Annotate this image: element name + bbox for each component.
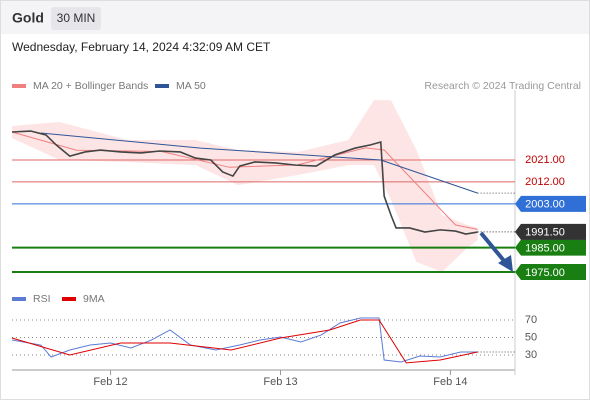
last-price-tag [515, 223, 586, 240]
bollinger-band [12, 100, 478, 272]
rsi-tick-label: 70 [525, 314, 537, 326]
legend-label: MA 20 + Bollinger Bands [33, 80, 148, 92]
level-tag [515, 263, 586, 280]
rsi-tick-label: 30 [525, 349, 537, 361]
timeframe-box[interactable] [51, 7, 101, 30]
timeframe[interactable]: 30 MIN [57, 11, 96, 25]
title: Gold [12, 10, 44, 26]
ma-line [40, 132, 478, 194]
last-price-label: 1991.50 [525, 227, 565, 239]
arrow [479, 231, 507, 264]
x-tick-label: Feb 13 [263, 376, 297, 388]
legend-swatch [62, 297, 76, 301]
x-tick-label: Feb 14 [433, 376, 467, 388]
x-tick-label: Feb 12 [93, 376, 127, 388]
legend-label: 9MA [83, 293, 105, 305]
level-tag [515, 239, 586, 256]
legend-swatch [155, 84, 169, 88]
price-line [11, 130, 478, 235]
rsi-tick-label: 50 [525, 331, 537, 343]
rsi-line [11, 319, 478, 364]
level-label: 1985.00 [525, 243, 565, 255]
legend-label: MA 50 [176, 80, 206, 92]
level-label: 1975.00 [525, 267, 565, 279]
subtitle: Wednesday, February 14, 2024 4:32:09 AM … [12, 40, 271, 54]
credit: Research © 2024 Trading Central [424, 80, 581, 92]
legend-label: RSI [33, 293, 51, 305]
rsi-line [11, 317, 478, 363]
level-label: 2021.00 [525, 154, 565, 166]
level-tag [515, 195, 586, 212]
arrow-head [498, 255, 513, 272]
legend-swatch [12, 297, 26, 301]
legend-swatch [12, 84, 26, 88]
level-label: 2003.00 [525, 199, 565, 211]
level-label: 2012.00 [525, 176, 565, 188]
